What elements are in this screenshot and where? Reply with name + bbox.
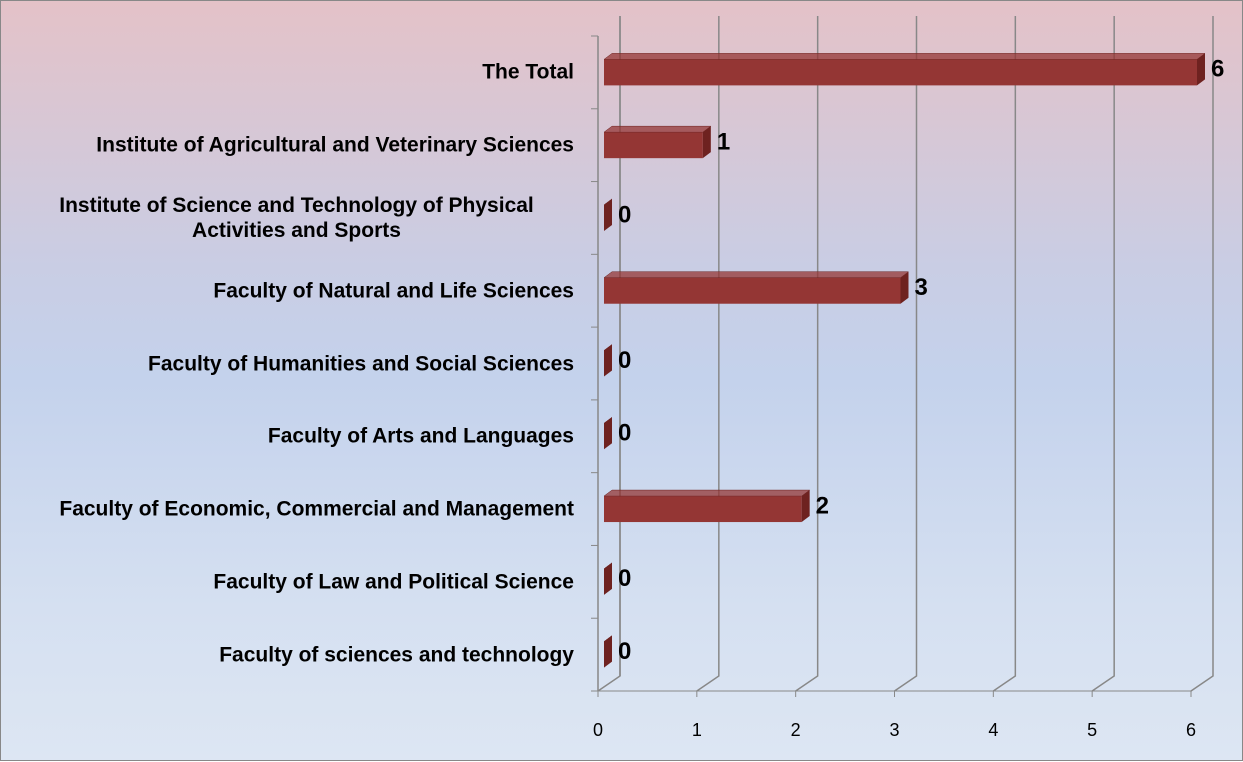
value-label: 3 <box>915 274 928 301</box>
x-tick-label: 4 <box>988 720 998 740</box>
category-label-box: Institute of Agricultural and Veterinary… <box>4 133 574 158</box>
bar-side <box>702 126 711 159</box>
y-tick-label: Faculty of Arts and Languages <box>267 424 574 448</box>
bar <box>604 132 703 159</box>
category-label-box: Faculty of Humanities and Social Science… <box>4 351 574 376</box>
bar-side <box>604 344 612 377</box>
value-label: 6 <box>1211 56 1224 83</box>
bar <box>604 59 1197 86</box>
bar-top <box>603 53 1206 60</box>
grid-line <box>696 16 720 692</box>
grid-line <box>795 16 819 692</box>
category-label-box: Faculty of Law and Political Science <box>4 569 574 594</box>
x-tick-label: 3 <box>889 720 899 740</box>
value-label: 0 <box>618 420 631 447</box>
grid-line <box>1091 16 1115 692</box>
value-label: 1 <box>717 129 730 156</box>
bar-top <box>603 271 910 278</box>
x-tick-label: 0 <box>593 720 603 740</box>
y-tick-label: The Total <box>482 60 574 84</box>
y-tick-label: Faculty of sciences and technology <box>219 643 574 667</box>
bar-side <box>900 271 909 304</box>
y-tick-label: Faculty of Humanities and Social Science… <box>148 352 574 375</box>
bar-side <box>1197 53 1205 86</box>
category-label-box: Faculty of Arts and Languages <box>4 424 574 449</box>
category-label-box: Faculty of sciences and technology <box>4 642 574 667</box>
bar-side <box>604 417 612 450</box>
grid-line <box>894 16 918 692</box>
bar-side <box>801 490 810 523</box>
y-tick-label: Institute of Agricultural and Veterinary… <box>96 133 574 157</box>
bar-side <box>604 562 612 595</box>
category-label-box: Institute of Science and Technology of P… <box>4 193 574 243</box>
y-tick-label: Faculty of Law and Political Science <box>213 570 574 594</box>
bar <box>604 496 802 523</box>
grid-line <box>992 16 1017 692</box>
x-tick-label: 2 <box>791 720 801 740</box>
grid-line <box>1190 16 1214 692</box>
bar-top <box>603 125 712 133</box>
y-tick-label: Institute of Science and Technology of P… <box>59 193 534 242</box>
category-label-box: The Total <box>4 60 574 85</box>
category-label-box: Faculty of Natural and Life Sciences <box>4 278 574 303</box>
value-label: 0 <box>618 201 631 228</box>
bar-side <box>604 198 612 231</box>
bar-side <box>604 635 612 668</box>
y-tick-label: Faculty of Natural and Life Sciences <box>213 279 574 303</box>
bar-top <box>603 489 811 497</box>
x-tick-label: 5 <box>1087 720 1097 740</box>
category-label-box: Faculty of Economic, Commercial and Mana… <box>4 497 574 522</box>
x-tick-label: 1 <box>692 720 702 740</box>
value-label: 0 <box>618 347 631 374</box>
bar <box>604 277 901 304</box>
y-tick-label: Faculty of Economic, Commercial and Mana… <box>59 497 574 521</box>
value-label: 0 <box>618 565 631 592</box>
value-label: 2 <box>816 492 829 519</box>
x-tick-label: 6 <box>1186 720 1196 740</box>
value-label: 0 <box>618 638 631 665</box>
grid-line <box>597 16 621 692</box>
